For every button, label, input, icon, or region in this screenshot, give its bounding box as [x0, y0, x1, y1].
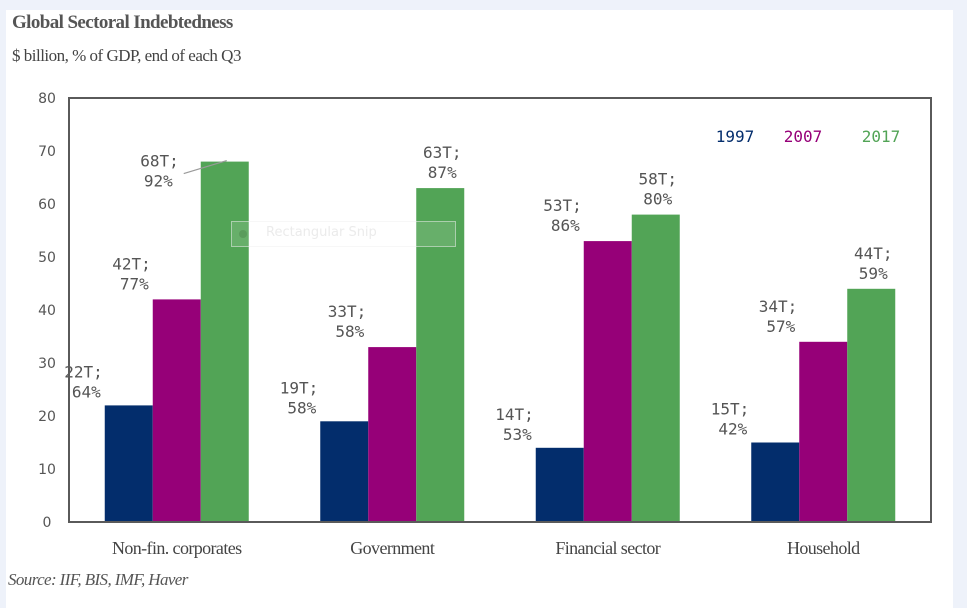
data-label-value: 14T;: [495, 405, 534, 424]
bar-2017-3: [847, 288, 896, 522]
bar-2017-0: [200, 161, 249, 522]
data-label-pct: 58%: [287, 398, 316, 417]
y-tick-label: 0: [43, 515, 52, 531]
data-label-pct: 92%: [144, 172, 173, 191]
data-label-value: 68T;: [140, 152, 179, 171]
snip-label: Rectangular Snip: [266, 225, 377, 240]
y-tick-label: 30: [38, 356, 56, 372]
bar-2017-1: [416, 188, 465, 522]
data-label-pct: 87%: [428, 163, 457, 182]
bar-1997-3: [751, 442, 800, 522]
y-tick-label: 40: [38, 303, 56, 319]
bars: [104, 161, 896, 522]
data-label-value: 19T;: [280, 378, 319, 397]
data-label-value: 34T;: [759, 297, 798, 316]
bar-2007-3: [799, 341, 848, 522]
x-category-label: Financial sector: [555, 538, 660, 558]
legend-item-2007: 2007: [784, 127, 823, 146]
x-axis-categories: Non-fin. corporates Government Financial s…: [112, 538, 861, 558]
legend-item-1997: 1997: [716, 127, 755, 146]
y-tick-label: 70: [38, 144, 56, 160]
bar-1997-1: [320, 421, 369, 522]
data-label-pct: 77%: [120, 274, 149, 293]
y-axis-ticks: 0 10 20 30 40 50 60 70 80: [38, 91, 56, 531]
bar-2007-1: [368, 347, 417, 522]
data-label-pct: 64%: [72, 382, 101, 401]
x-category-label: Household: [787, 538, 860, 558]
y-tick-label: 60: [38, 197, 56, 213]
data-label-pct: 58%: [335, 322, 364, 341]
bar-1997-2: [535, 447, 584, 522]
plot-area-frame: [68, 97, 932, 523]
y-tick-label: 80: [38, 91, 56, 107]
x-category-label: Government: [350, 538, 435, 558]
leader-line: [183, 160, 227, 175]
data-labels: 22T;64%42T;77%68T;92%19T;58%33T;58%63T;8…: [64, 143, 892, 444]
data-label-value: 15T;: [711, 400, 750, 419]
data-label-pct: 80%: [643, 190, 672, 209]
chart-title: Global Sectoral Indebtedness: [12, 12, 233, 33]
bar-1997-0: [104, 405, 153, 522]
data-label-value: 42T;: [112, 254, 151, 273]
data-label-pct: 42%: [718, 420, 747, 439]
y-tick-label: 20: [38, 409, 56, 425]
x-category-label: Non-fin. corporates: [112, 538, 242, 558]
data-label-value: 63T;: [423, 143, 462, 162]
bar-2017-2: [631, 214, 680, 522]
rectangular-snip-overlay: Rectangular Snip: [231, 221, 456, 247]
data-label-value: 33T;: [328, 302, 367, 321]
chart-source: Source: IIF, BIS, IMF, Haver: [8, 570, 188, 589]
data-label-pct: 57%: [766, 317, 795, 336]
legend-item-2017: 2017: [862, 127, 901, 146]
legend: 1997 2007 2017: [716, 127, 901, 146]
data-label-value: 44T;: [854, 244, 893, 263]
data-label-pct: 86%: [551, 216, 580, 235]
y-tick-label: 10: [38, 462, 56, 478]
data-label-value: 22T;: [64, 362, 103, 381]
bar-2007-0: [152, 299, 201, 522]
bar-2007-2: [583, 241, 632, 522]
data-label-value: 58T;: [638, 170, 677, 189]
snip-icon: [239, 230, 247, 238]
data-label-value: 53T;: [543, 196, 582, 215]
chart-subtitle: $ billion, % of GDP, end of each Q3: [12, 46, 241, 65]
data-label-pct: 59%: [859, 264, 888, 283]
y-tick-label: 50: [38, 250, 56, 266]
data-label-pct: 53%: [503, 425, 532, 444]
